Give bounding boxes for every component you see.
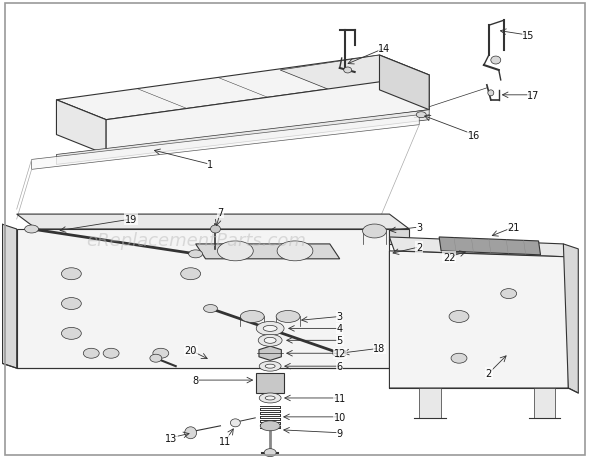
Ellipse shape [276, 311, 300, 323]
Polygon shape [389, 252, 568, 388]
Ellipse shape [333, 349, 347, 358]
Ellipse shape [259, 361, 281, 371]
Ellipse shape [256, 322, 284, 336]
Polygon shape [2, 224, 17, 369]
Bar [419, 388, 441, 418]
Ellipse shape [501, 289, 517, 299]
Ellipse shape [240, 311, 264, 323]
Polygon shape [17, 230, 389, 369]
Ellipse shape [61, 268, 81, 280]
Ellipse shape [488, 90, 494, 96]
Polygon shape [389, 230, 409, 244]
Text: 10: 10 [333, 412, 346, 422]
Ellipse shape [264, 338, 276, 343]
Ellipse shape [218, 241, 253, 261]
Text: 4: 4 [337, 324, 343, 334]
Text: 2: 2 [416, 242, 422, 252]
Ellipse shape [230, 419, 240, 427]
Polygon shape [379, 56, 429, 111]
Text: 11: 11 [219, 436, 231, 446]
Text: 14: 14 [378, 44, 391, 54]
Ellipse shape [150, 354, 162, 363]
Polygon shape [106, 76, 429, 155]
Text: 20: 20 [185, 346, 197, 355]
Ellipse shape [265, 396, 275, 400]
Text: 12: 12 [333, 348, 346, 358]
Ellipse shape [25, 225, 38, 234]
Text: 16: 16 [468, 130, 480, 140]
Text: 3: 3 [337, 312, 343, 322]
Ellipse shape [260, 421, 280, 431]
Ellipse shape [103, 348, 119, 358]
Ellipse shape [264, 449, 276, 457]
Text: 8: 8 [192, 375, 199, 385]
Ellipse shape [61, 298, 81, 310]
Text: 13: 13 [165, 433, 177, 443]
Text: 21: 21 [507, 223, 520, 233]
Text: 3: 3 [416, 223, 422, 233]
Polygon shape [17, 215, 409, 230]
Bar [256, 373, 284, 393]
Ellipse shape [189, 250, 202, 258]
Ellipse shape [258, 335, 282, 347]
Ellipse shape [204, 305, 218, 313]
Polygon shape [280, 56, 429, 90]
Polygon shape [57, 101, 106, 155]
Text: 6: 6 [337, 361, 343, 371]
Polygon shape [563, 244, 578, 393]
Ellipse shape [185, 427, 196, 439]
Ellipse shape [344, 68, 352, 74]
Ellipse shape [211, 225, 221, 234]
Text: 7: 7 [217, 207, 224, 218]
Bar [533, 388, 555, 418]
Ellipse shape [277, 241, 313, 261]
Ellipse shape [153, 348, 169, 358]
Ellipse shape [417, 112, 426, 118]
Polygon shape [196, 244, 340, 259]
Ellipse shape [61, 328, 81, 340]
Ellipse shape [265, 364, 275, 369]
Polygon shape [57, 111, 429, 165]
Ellipse shape [259, 393, 281, 403]
Ellipse shape [363, 224, 386, 238]
Text: eReplacementParts.com: eReplacementParts.com [86, 231, 306, 249]
Ellipse shape [181, 268, 201, 280]
Polygon shape [57, 56, 429, 120]
Text: 22: 22 [443, 252, 455, 262]
Ellipse shape [449, 311, 469, 323]
Polygon shape [32, 116, 419, 170]
Ellipse shape [263, 326, 277, 332]
Text: 11: 11 [333, 393, 346, 403]
Text: 18: 18 [373, 343, 386, 353]
Polygon shape [259, 347, 281, 361]
Text: 19: 19 [125, 215, 137, 224]
Text: 15: 15 [522, 31, 535, 41]
Ellipse shape [491, 57, 501, 65]
Polygon shape [439, 237, 540, 255]
Text: 9: 9 [337, 428, 343, 438]
Text: 2: 2 [486, 368, 492, 378]
Ellipse shape [451, 353, 467, 364]
Polygon shape [389, 237, 568, 257]
Text: 1: 1 [208, 160, 214, 170]
Ellipse shape [83, 348, 99, 358]
Text: 17: 17 [527, 90, 540, 101]
Text: 5: 5 [337, 336, 343, 346]
